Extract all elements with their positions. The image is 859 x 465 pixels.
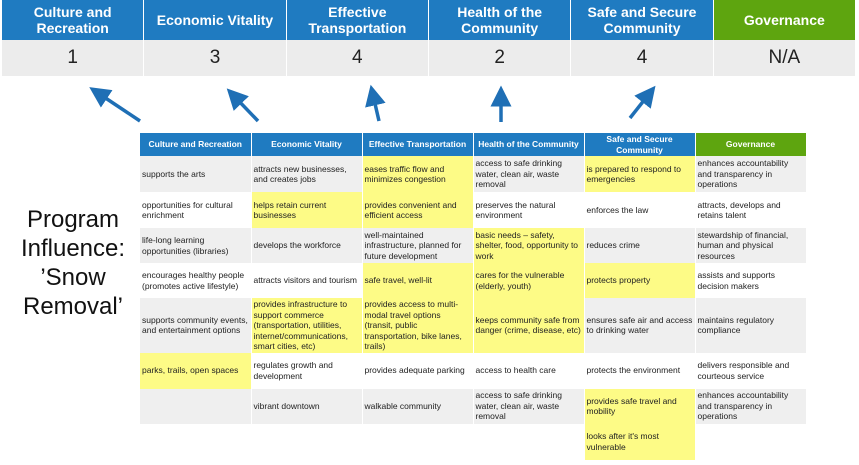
table-cell: preserves the natural environment (473, 192, 585, 228)
table-row: supports community events, and entertain… (140, 298, 807, 353)
table-cell: parks, trails, open spaces (140, 352, 252, 389)
arrows (89, 84, 656, 123)
table-row: vibrant downtown walkable community access… (140, 388, 807, 424)
table-cell: looks after it's most vulnerable (584, 423, 696, 460)
table-cell: access to health care (473, 352, 585, 389)
summary-grid: Culture and Recreation Economic Vitality… (2, 0, 856, 76)
summary-header-safe: Safe and Secure Community (571, 0, 714, 40)
table-cell: attracts visitors and tourism (251, 263, 363, 298)
table-cell: ensures safe air and access to drinking … (584, 298, 696, 353)
table-cell: provides adequate parking (362, 352, 474, 389)
table-cell: enhances accountability and transparency… (695, 388, 807, 424)
score-safe: 4 (571, 40, 714, 76)
table-cell: maintains regulatory compliance (695, 298, 807, 353)
table-cell: supports community events, and entertain… (140, 298, 252, 353)
score-health: 2 (428, 40, 572, 76)
table-cell: supports the arts (140, 156, 252, 192)
table-cell: attracts, develops and retains talent (695, 192, 807, 228)
table-cell (140, 423, 252, 460)
table-cell (140, 388, 252, 424)
table-cell: enforces the law (584, 192, 696, 228)
table-cell (695, 423, 807, 460)
table-cell: safe travel, well-lit (362, 263, 474, 298)
arrow-icon (226, 88, 260, 123)
table-cell: access to safe drinking water, clean air… (473, 156, 585, 192)
summary-header-health: Health of the Community (428, 0, 572, 40)
table-cell: stewardship of financial, human and phys… (695, 228, 807, 263)
table-cell: protects property (584, 263, 696, 298)
table-cell: develops the workforce (251, 228, 363, 263)
arrow-icon (365, 84, 386, 122)
summary-header-economic: Economic Vitality (144, 0, 287, 40)
table-cell: reduces crime (584, 228, 696, 263)
influence-table: Culture and Recreation Economic Vitality E… (140, 133, 807, 460)
summary-header-culture: Culture and Recreation (2, 0, 145, 40)
table-cell: provides safe travel and mobility (584, 388, 696, 424)
table-cell: basic needs – safety, shelter, food, opp… (473, 228, 585, 263)
score-governance: N/A (713, 40, 856, 76)
table-cell: opportunities for cultural enrichment (140, 192, 252, 228)
table-cell: attracts new businesses, and creates job… (251, 156, 363, 192)
summary-header-governance: Governance (713, 0, 856, 40)
summary-header-transportation: Effective Transportation (286, 0, 429, 40)
table-cell: delivers responsible and courteous servi… (695, 352, 807, 389)
table-cell: protects the environment (584, 352, 696, 389)
table-cell: keeps community safe from danger (crime,… (473, 298, 585, 353)
program-influence-label: Program Influence: ’Snow Removal’ (20, 206, 126, 320)
score-economic: 3 (144, 40, 287, 76)
table-cell: helps retain current businesses (251, 192, 363, 228)
table-cell: access to safe drinking water, clean air… (473, 388, 585, 424)
table-header: Health of the Community (473, 133, 585, 156)
table-header: Culture and Recreation (140, 133, 252, 156)
table-cell: eases traffic flow and minimizes congest… (362, 156, 474, 192)
table-row: looks after it's most vulnerable (140, 423, 807, 460)
table-cell: is prepared to respond to emergencies (584, 156, 696, 192)
table-cell: well-maintained infrastructure, planned … (362, 228, 474, 263)
table-header: Governance (695, 133, 807, 156)
table-cell (362, 423, 474, 460)
table-cell: provides access to multi-modal travel op… (362, 298, 474, 353)
table-header: Safe and Secure Community (584, 133, 696, 156)
table-row: supports the arts attracts new businesses… (140, 156, 807, 192)
table-cell: regulates growth and development (251, 352, 363, 389)
table-cell: life-long learning opportunities (librar… (140, 228, 252, 263)
table-header: Economic Vitality (251, 133, 363, 156)
table-cell: provides infrastructure to support comme… (251, 298, 363, 353)
table-row: opportunities for cultural enrichment hel… (140, 192, 807, 228)
table-row: parks, trails, open spaces regulates grow… (140, 352, 807, 389)
table-cell (473, 423, 585, 460)
table-cell (251, 423, 363, 460)
table-cell: cares for the vulnerable (elderly, youth… (473, 263, 585, 298)
score-transportation: 4 (286, 40, 429, 76)
score-culture: 1 (2, 40, 145, 76)
table-row: life-long learning opportunities (librar… (140, 228, 807, 263)
table-cell: encourages healthy people (promotes acti… (140, 263, 252, 298)
table-cell: provides convenient and efficient access (362, 192, 474, 228)
table-cell: enhances accountability and transparency… (695, 156, 807, 192)
table-header: Effective Transportation (362, 133, 474, 156)
table-row: encourages healthy people (promotes acti… (140, 263, 807, 298)
arrow-icon (628, 85, 656, 120)
table-cell: assists and supports decision makers (695, 263, 807, 298)
table-cell: vibrant downtown (251, 388, 363, 424)
arrow-icon (89, 87, 141, 123)
table-cell: walkable community (362, 388, 474, 424)
